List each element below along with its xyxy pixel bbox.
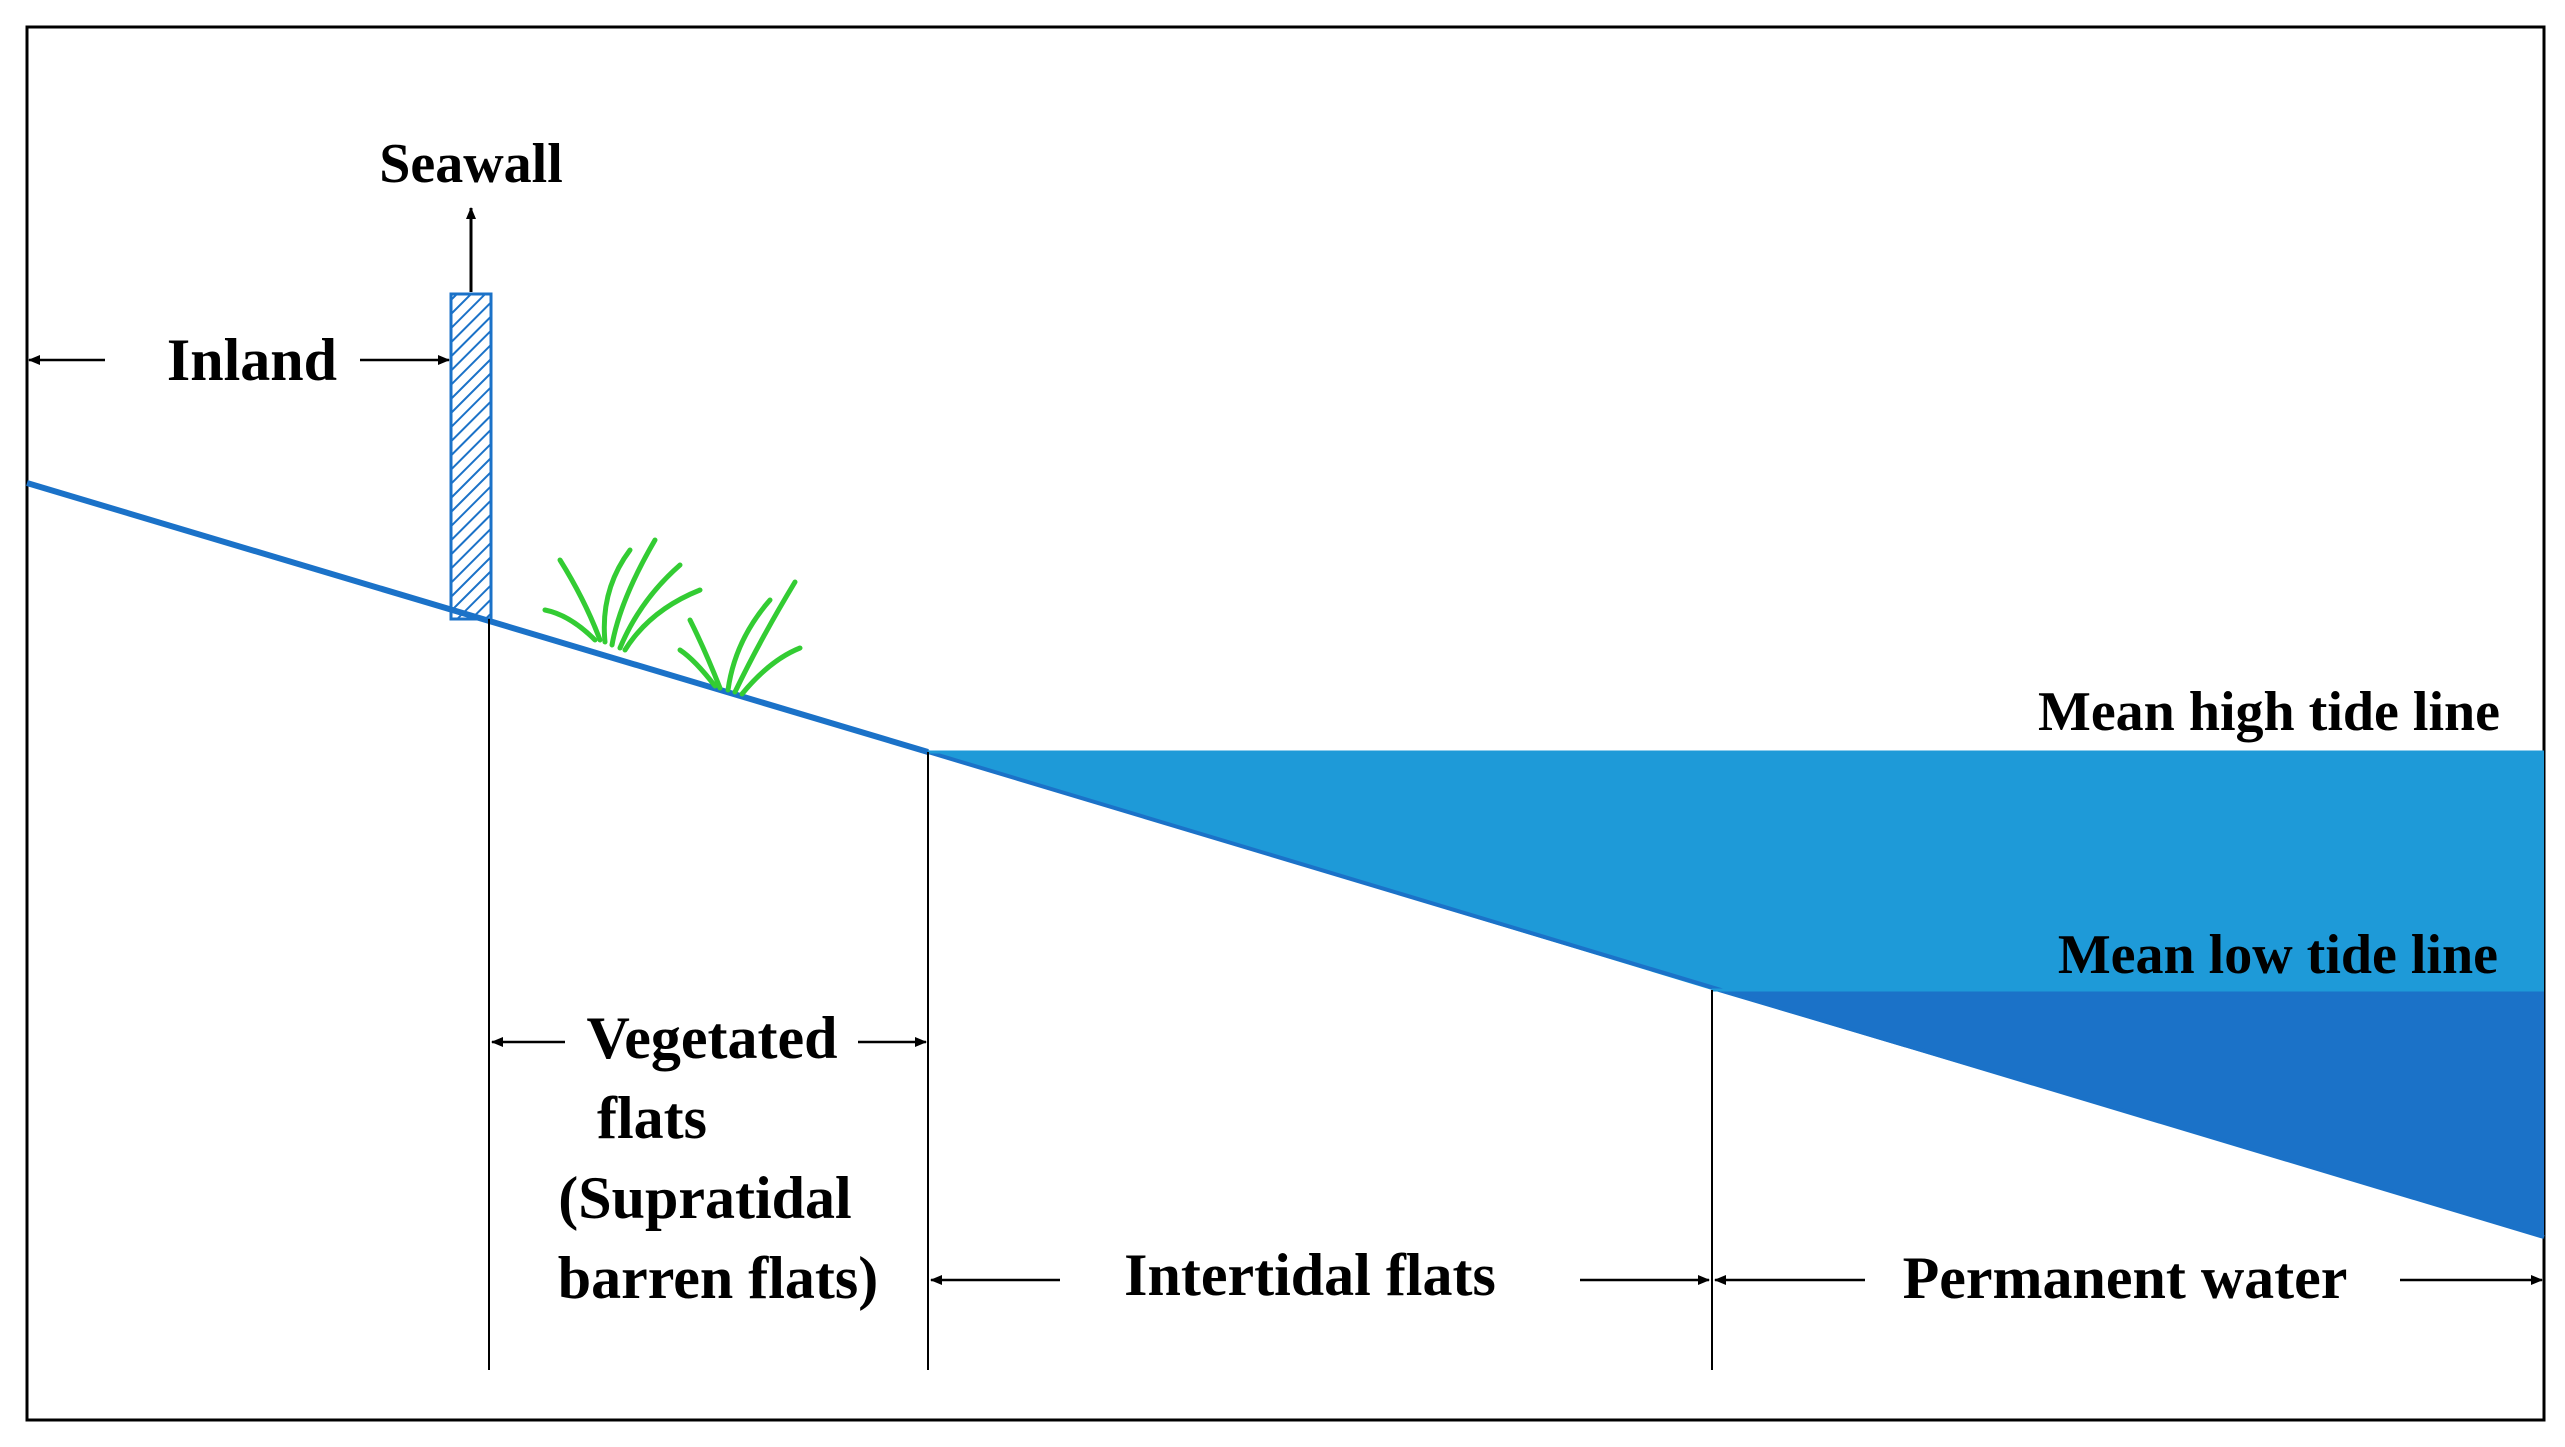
vegetated-label-line2: flats <box>597 1085 707 1151</box>
inland-label: Inland <box>167 327 337 393</box>
seawall <box>449 292 493 621</box>
seawall-label: Seawall <box>379 133 563 195</box>
intertidal-label: Intertidal flats <box>1124 1242 1496 1308</box>
diagram-frame <box>25 25 2546 1422</box>
vegetated-label-line3: (Supratidal <box>558 1165 851 1231</box>
high-tide-water <box>928 752 2544 990</box>
mean-high-tide-label: Mean high tide line <box>2038 681 2500 743</box>
vegetated-label-line4: barren flats) <box>558 1245 879 1311</box>
permanent-water-label: Permanent water <box>1903 1245 2348 1311</box>
vegetated-label-line1: Vegetated <box>586 1005 837 1071</box>
mean-low-tide-label: Mean low tide line <box>2058 924 2498 986</box>
shore-slope-line-submerged <box>927 750 2545 1239</box>
grass-icon <box>542 537 803 697</box>
